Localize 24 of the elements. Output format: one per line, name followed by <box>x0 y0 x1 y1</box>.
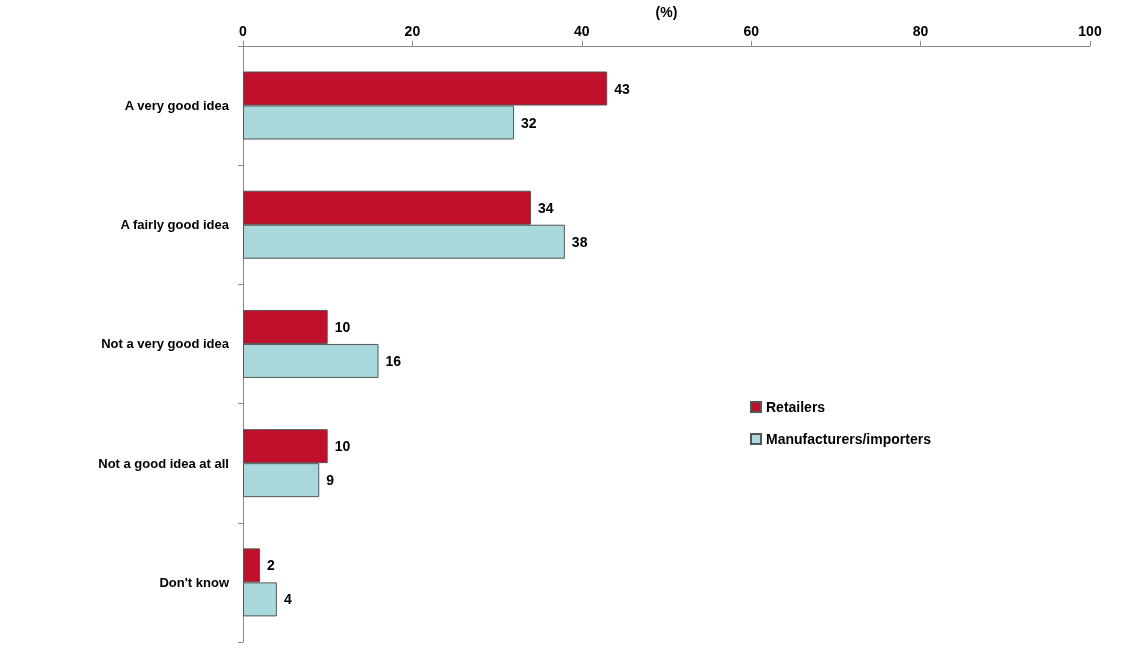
legend-label: Retailers <box>766 399 826 415</box>
data-label: 34 <box>537 199 554 216</box>
x-tick-label: 100 <box>1078 22 1102 39</box>
data-label: 2 <box>266 557 275 574</box>
y-tick-label: A fairly good idea <box>120 217 230 233</box>
data-label: 10 <box>334 318 351 335</box>
x-tick-label: 80 <box>912 22 929 39</box>
data-label: 4 <box>283 591 292 608</box>
x-tick-label: 60 <box>743 22 760 39</box>
x-tick-label: 20 <box>404 22 421 39</box>
y-tick-label: Don't know <box>159 574 230 590</box>
legend-label: Manufacturers/importers <box>766 431 932 447</box>
x-axis-title: (%) <box>655 4 678 20</box>
data-label: 9 <box>326 472 335 489</box>
data-label: 16 <box>385 352 402 369</box>
y-tick-label: Not a very good idea <box>101 336 230 352</box>
data-label: 38 <box>571 233 588 250</box>
data-label: 32 <box>521 114 537 131</box>
y-tick-label: A very good idea <box>124 98 230 114</box>
data-label: 43 <box>614 80 630 97</box>
y-tick-label: Not a good idea at all <box>98 455 229 471</box>
x-tick-label: 40 <box>574 22 590 39</box>
x-tick-label: 0 <box>239 22 248 39</box>
data-label: 10 <box>334 438 351 455</box>
